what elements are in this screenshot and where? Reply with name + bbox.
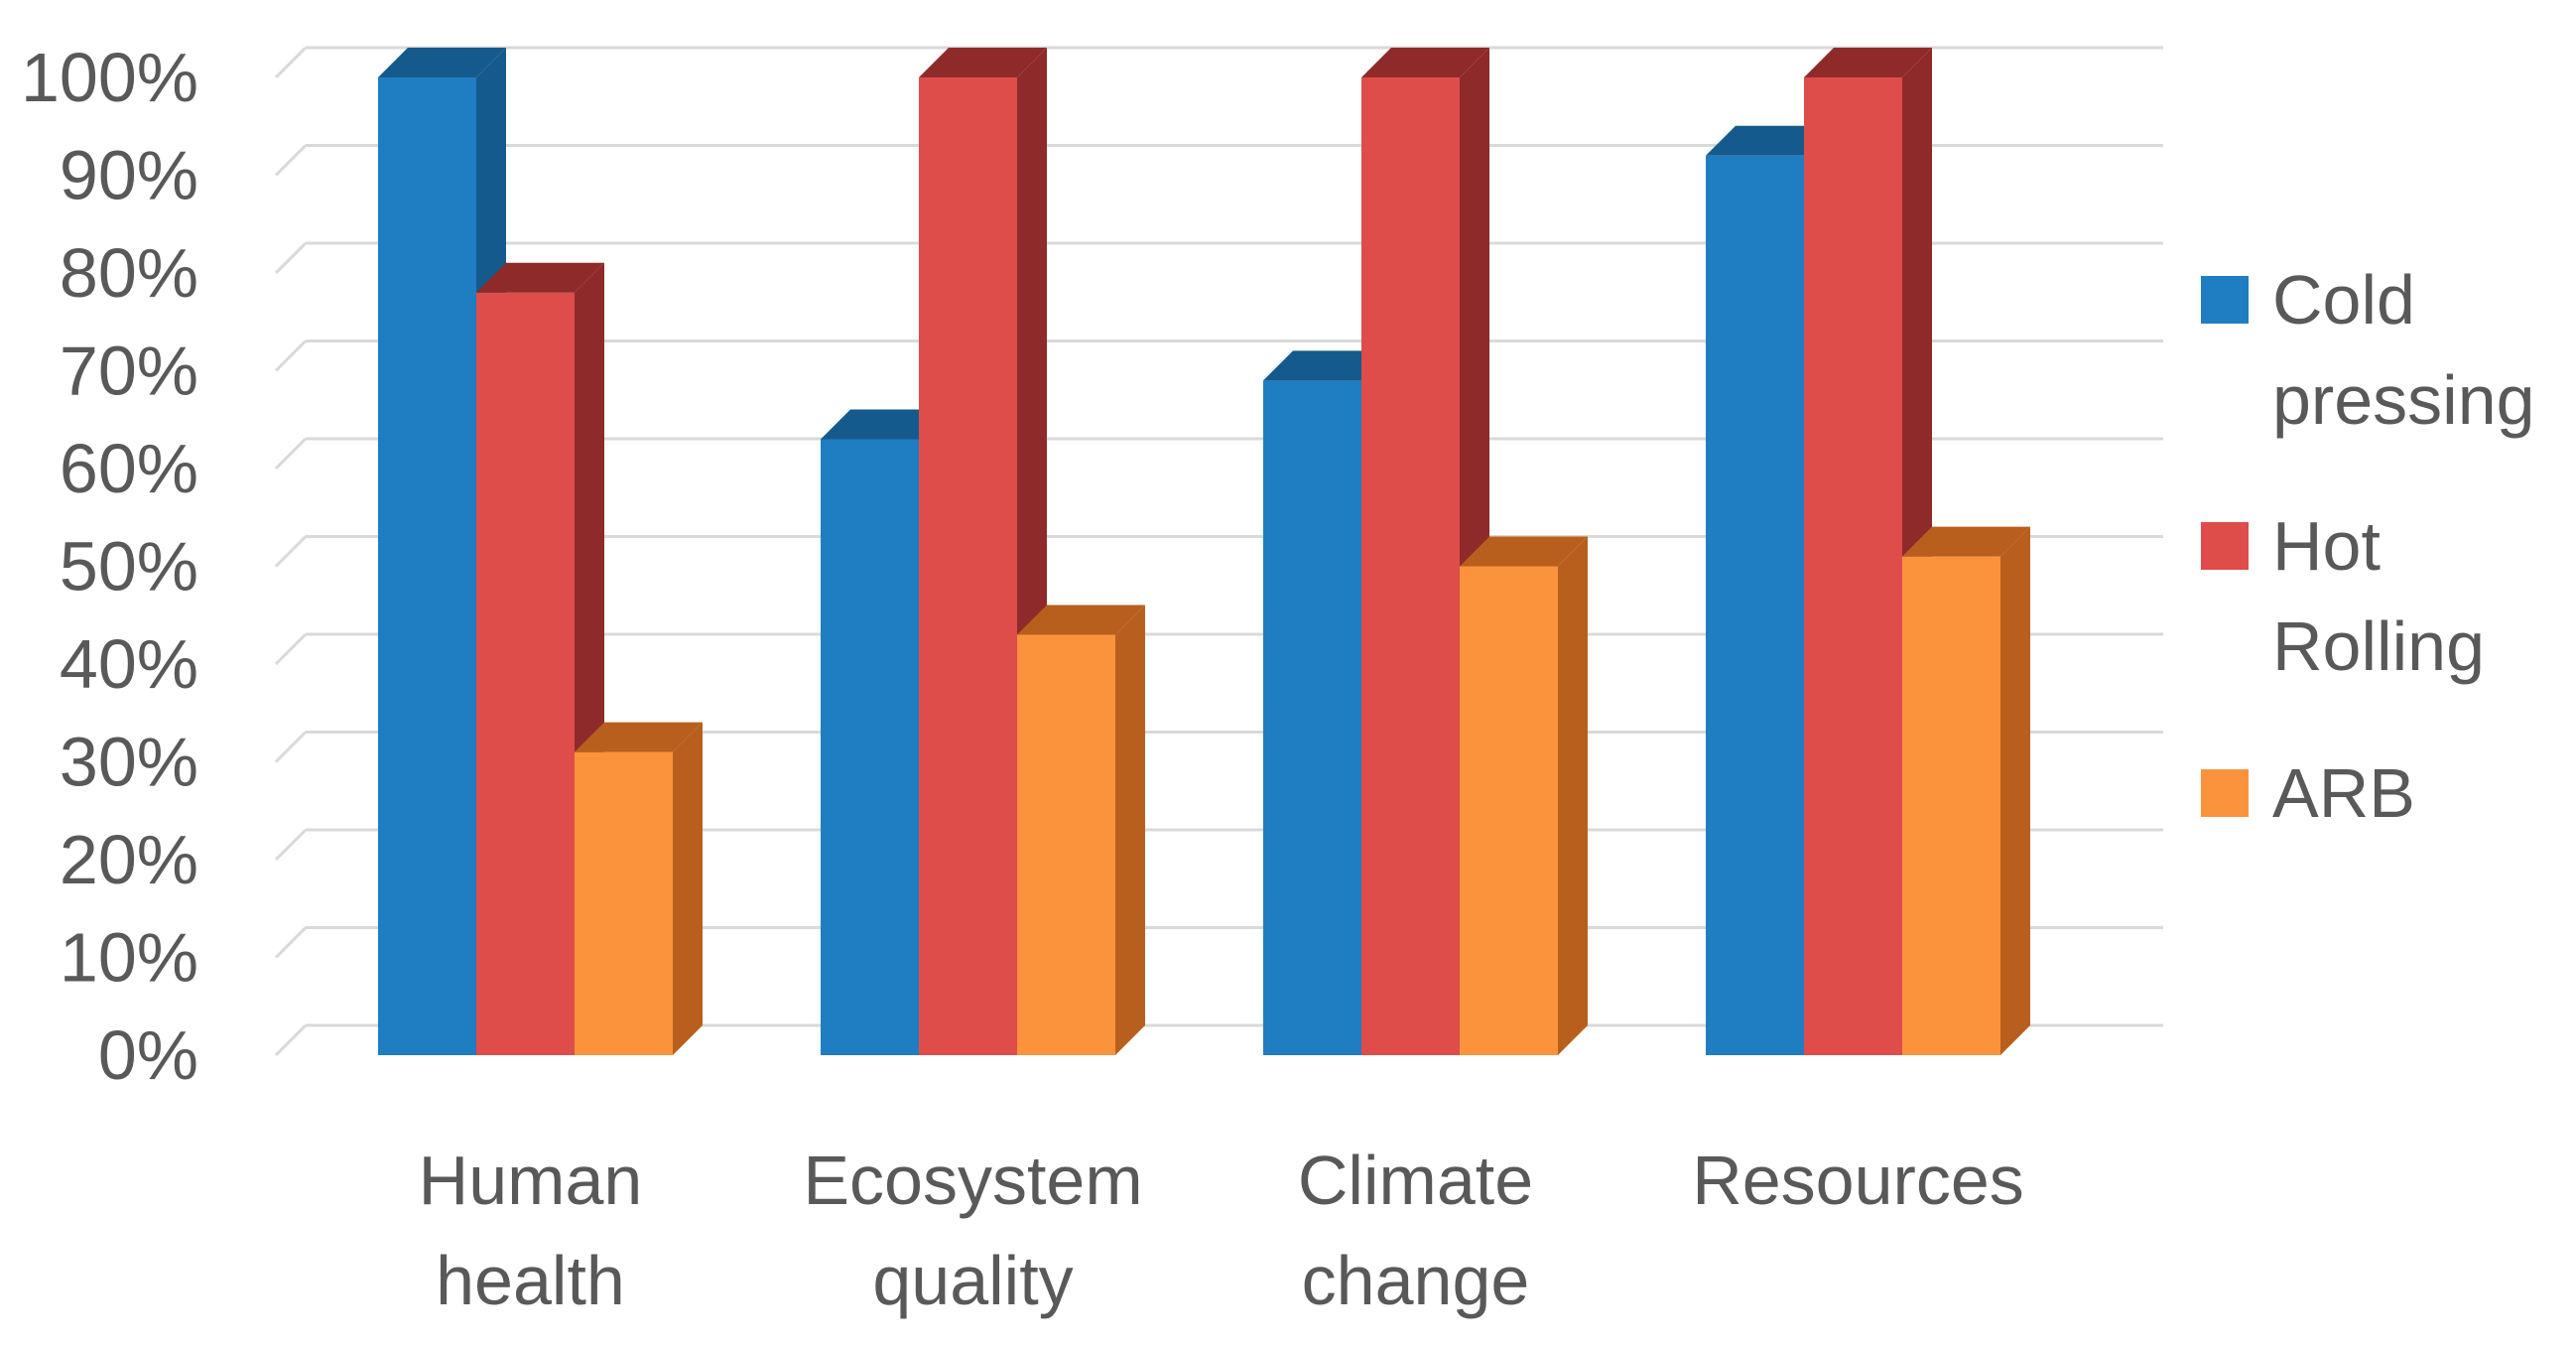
bar-arb-human-health [575,722,703,1055]
bar-arb-ecosystem-quality [1017,605,1145,1055]
legend-label: Hot Rolling [2272,507,2485,685]
bar-arb-resources [1902,526,2030,1055]
legend-swatch [2201,276,2249,324]
y-tick-label: 60% [60,430,198,507]
y-tick-label: 50% [60,528,198,606]
legend-item: Cold pressing [2201,261,2535,439]
y-tick-label: 10% [60,919,198,997]
y-tick-label: 20% [60,821,198,898]
y-tick-label: 80% [60,234,198,312]
legend-item: ARB [2201,754,2415,832]
category-label: Climate change [1298,1142,1533,1319]
legend-swatch [2201,522,2249,570]
y-tick-label: 30% [60,724,198,801]
y-tick-label: 70% [60,333,198,410]
category-label: Resources [1692,1142,2024,1219]
y-tick-label: 100% [21,39,198,116]
legend: Cold pressing Hot Rolling ARB [2201,261,2535,832]
series-arb [575,526,2030,1055]
legend-swatch [2201,769,2249,817]
bars [378,48,2030,1056]
y-tick-label: 90% [60,137,198,214]
x-axis-category-labels: Human health Ecosystem quality Climate change… [419,1142,2024,1319]
legend-label: Cold pressing [2272,261,2535,439]
y-tick-label: 40% [60,625,198,703]
y-axis-tick-labels: 0% 10% 20% 30% 40% 50% 60% 70% 80% 90% 100% [21,39,198,1094]
bar-arb-climate-change [1460,536,1588,1055]
category-label: Ecosystem quality [803,1142,1142,1319]
y-tick-label: 0% [98,1016,198,1094]
legend-label: ARB [2272,754,2415,832]
category-label: Human health [419,1142,643,1319]
legend-item: Hot Rolling [2201,507,2485,685]
